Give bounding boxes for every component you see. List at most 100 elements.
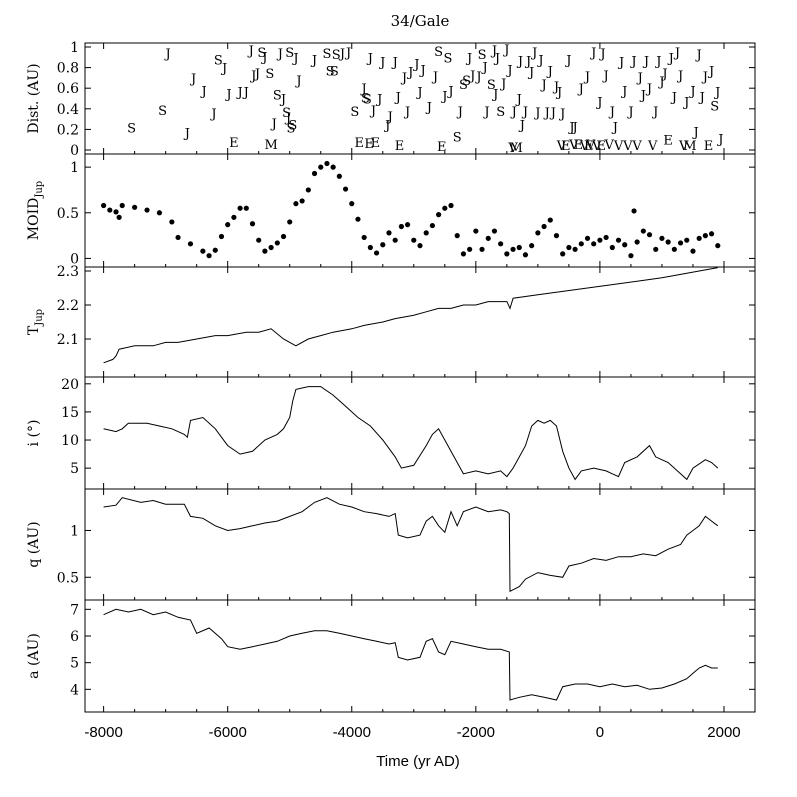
moid-point — [280, 233, 287, 240]
y-tick-label: 6 — [70, 629, 79, 645]
encounter-marker: V — [579, 139, 590, 154]
moid-point — [715, 243, 721, 249]
encounter-marker: J — [425, 101, 432, 116]
y-tick-label: 0 — [70, 143, 79, 159]
moid-point — [628, 253, 634, 259]
moid-point — [330, 164, 336, 170]
encounter-marker: V — [585, 138, 596, 153]
y-axis-label: Dist. (AU) — [26, 63, 42, 133]
moid-point — [293, 201, 299, 207]
encounter-marker: J — [589, 46, 596, 61]
moid-point — [659, 235, 665, 241]
encounter-marker: E — [354, 136, 364, 151]
moid-point — [175, 234, 181, 241]
encounter-marker: S — [273, 88, 282, 103]
y-tick-label: 10 — [61, 433, 79, 449]
moid-point — [708, 231, 715, 237]
encounter-marker: J — [558, 107, 565, 122]
x-tick-label: -2000 — [457, 724, 495, 741]
encounter-marker: M — [264, 138, 277, 153]
moid-point — [677, 240, 684, 246]
moid-point — [436, 212, 442, 218]
encounter-marker: J — [611, 120, 618, 135]
panel-frame — [84, 376, 756, 490]
moid-point — [646, 232, 653, 238]
encounter-marker: E — [596, 139, 606, 154]
moid-point — [597, 237, 603, 243]
encounter-marker: J — [701, 70, 708, 85]
encounter-marker: J — [642, 54, 649, 69]
x-tick-label: 2000 — [707, 724, 740, 741]
moid-point — [547, 217, 553, 223]
encounter-marker: V — [604, 138, 615, 153]
moid-point — [206, 253, 212, 259]
encounter-marker: J — [242, 85, 249, 100]
moid-point — [485, 235, 491, 241]
moid-point — [572, 246, 578, 252]
x-axis-ticks: -8000 -6000 -4000 -2000 0 2000 — [84, 724, 740, 741]
moid-point — [318, 164, 324, 170]
encounter-marker: J — [369, 104, 376, 119]
encounter-marker: J — [200, 84, 207, 99]
encounter-marker: J — [446, 84, 453, 99]
moid-point — [541, 223, 547, 230]
moid-point — [404, 222, 411, 228]
moid-point — [634, 239, 640, 245]
moid-point — [392, 237, 398, 243]
encounter-marker: J — [552, 80, 559, 95]
moid-point — [591, 241, 597, 247]
encounter-marker: J — [270, 117, 277, 132]
encounter-marker: S — [326, 65, 335, 80]
encounter-marker: E — [704, 139, 714, 154]
panel-2: 0 0.5 1 MOIDJup — [26, 153, 756, 268]
y-axis-label-main: a (AU) — [26, 633, 42, 679]
encounter-marker: J — [383, 118, 390, 133]
encounter-marker: J — [524, 54, 531, 69]
encounter-marker: J — [431, 70, 438, 85]
encounter-marker: J — [493, 51, 500, 66]
encounter-marker: J — [260, 50, 267, 65]
y-tick-label: 20 — [61, 377, 79, 393]
moid-point — [622, 242, 628, 248]
y-tick-label: 0.8 — [57, 61, 79, 77]
encounter-marker: S — [127, 121, 136, 136]
moid-point — [640, 228, 646, 234]
moid-point — [684, 237, 690, 243]
encounter-marker: S — [443, 51, 452, 66]
encounter-marker: S — [496, 105, 505, 120]
encounter-marker: J — [536, 53, 543, 68]
moid-point — [467, 246, 473, 252]
series-line — [103, 267, 718, 364]
series-line — [103, 386, 719, 481]
y-axis-label: i (°) — [26, 420, 42, 447]
encounter-marker: J — [249, 69, 256, 84]
moid-point — [243, 205, 249, 211]
encounter-marker: J — [530, 46, 537, 61]
encounter-marker: V — [568, 138, 579, 153]
moid-point — [417, 243, 423, 249]
encounter-marker: V — [556, 139, 567, 154]
encounter-marker: J — [516, 54, 523, 69]
moid-point — [187, 241, 194, 247]
moid-point — [702, 233, 708, 239]
moid-point — [268, 244, 274, 251]
y-tick-label: 0.5 — [57, 570, 79, 586]
encounter-marker: J — [400, 71, 407, 86]
encounter-marker: J — [595, 96, 602, 111]
encounter-marker: J — [310, 53, 317, 68]
moid-point — [299, 198, 305, 204]
moid-point — [361, 234, 367, 241]
encounter-marker: J — [391, 55, 398, 70]
encounter-marker: J — [183, 126, 190, 141]
y-tick-label: 0 — [70, 251, 79, 267]
encounter-marker: J — [220, 62, 227, 77]
moid-point — [144, 207, 150, 213]
encounter-marker: J — [676, 69, 683, 84]
y-tick-label: 2.3 — [57, 264, 79, 280]
y-axis-label-subscript: Jup — [34, 309, 45, 327]
panel-5: 0.5 1 q (AU) — [26, 488, 756, 601]
panel-6: 4 5 6 7 a (AU) — [26, 599, 756, 713]
moid-point — [566, 244, 572, 251]
encounter-marker: V — [647, 139, 658, 154]
encounter-marker: S — [285, 46, 294, 61]
